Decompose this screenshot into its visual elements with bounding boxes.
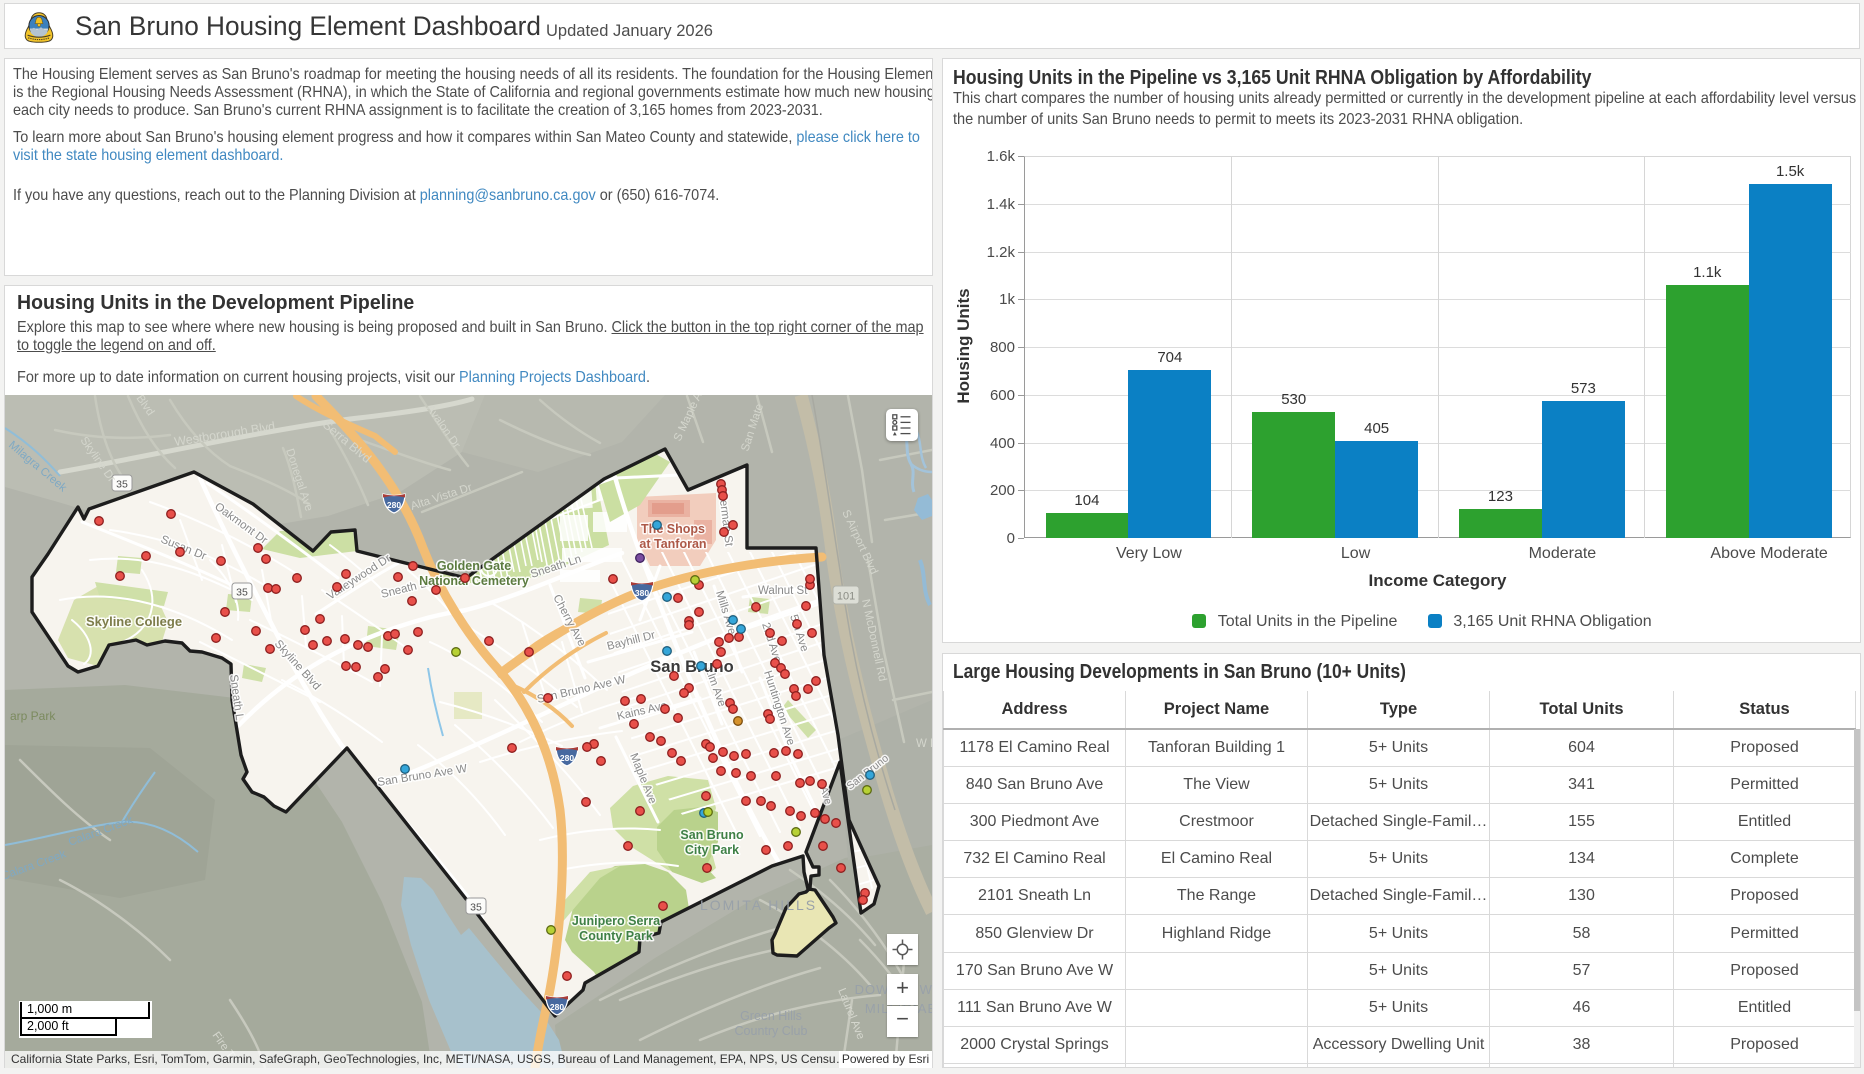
svg-text:at Tanforan: at Tanforan — [639, 537, 706, 551]
svg-text:Country Club: Country Club — [735, 1024, 808, 1038]
svg-text:Green Hills: Green Hills — [740, 1009, 802, 1023]
svg-text:Golden Gate: Golden Gate — [437, 559, 511, 573]
svg-text:W Fiel: W Fiel — [916, 738, 932, 750]
svg-text:35: 35 — [236, 587, 248, 599]
svg-text:City Park: City Park — [685, 843, 739, 857]
svg-text:101: 101 — [837, 591, 855, 603]
svg-text:280: 280 — [560, 753, 574, 763]
svg-text:Walnut St: Walnut St — [758, 585, 808, 597]
svg-text:Junipero Serra: Junipero Serra — [572, 914, 661, 928]
svg-text:County Park: County Park — [579, 929, 653, 943]
svg-text:San Bruno: San Bruno — [650, 658, 733, 676]
svg-text:35: 35 — [116, 479, 128, 491]
svg-text:LOMITA HILLS: LOMITA HILLS — [700, 897, 817, 913]
svg-text:280: 280 — [550, 1002, 564, 1012]
svg-text:San Bruno: San Bruno — [680, 828, 744, 842]
svg-text:Skyline College: Skyline College — [86, 614, 182, 629]
svg-text:35: 35 — [470, 902, 482, 914]
svg-text:280: 280 — [387, 500, 401, 510]
svg-text:National Cemetery: National Cemetery — [419, 574, 529, 588]
svg-text:The Shops: The Shops — [641, 522, 705, 536]
svg-text:380: 380 — [635, 588, 649, 598]
svg-text:arp Park: arp Park — [10, 709, 56, 723]
